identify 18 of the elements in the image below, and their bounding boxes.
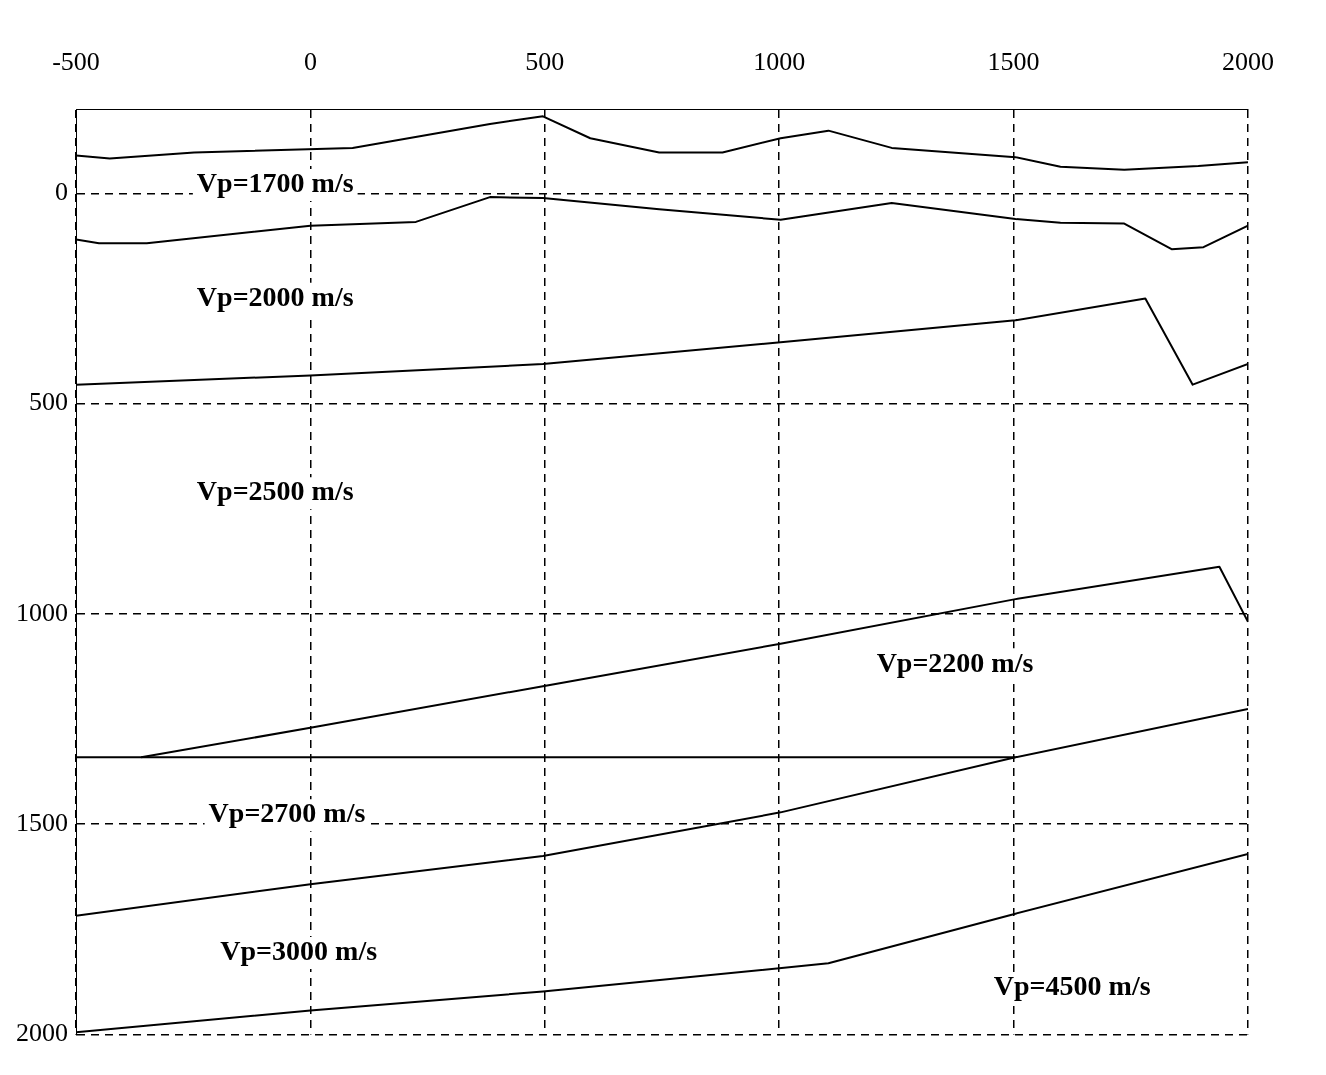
y-tick-label: 1000 <box>16 597 68 627</box>
annotation: Vp=2500 m/s <box>196 475 354 507</box>
annotation: Vp=2700 m/s <box>208 797 366 829</box>
annotation: Vp=2000 m/s <box>196 281 354 313</box>
x-tick-label: 500 <box>525 47 565 77</box>
annotation: Vp=3000 m/s <box>220 935 378 967</box>
y-tick-label: 500 <box>29 387 68 417</box>
x-tick-label: 0 <box>303 47 317 77</box>
annotation: Vp=4500 m/s <box>993 970 1151 1002</box>
y-tick-label: 0 <box>55 177 68 207</box>
annotation: Vp=1700 m/s <box>196 167 354 199</box>
annotation: Vp=2200 m/s <box>876 646 1034 678</box>
y-tick-label: 1500 <box>16 807 68 837</box>
x-tick-label: 1000 <box>753 47 806 77</box>
x-tick-label: 2000 <box>1222 47 1274 77</box>
x-tick-label: 1500 <box>987 47 1040 77</box>
x-tick-label: -500 <box>52 47 100 77</box>
y-tick-label: 2000 <box>16 1018 68 1048</box>
